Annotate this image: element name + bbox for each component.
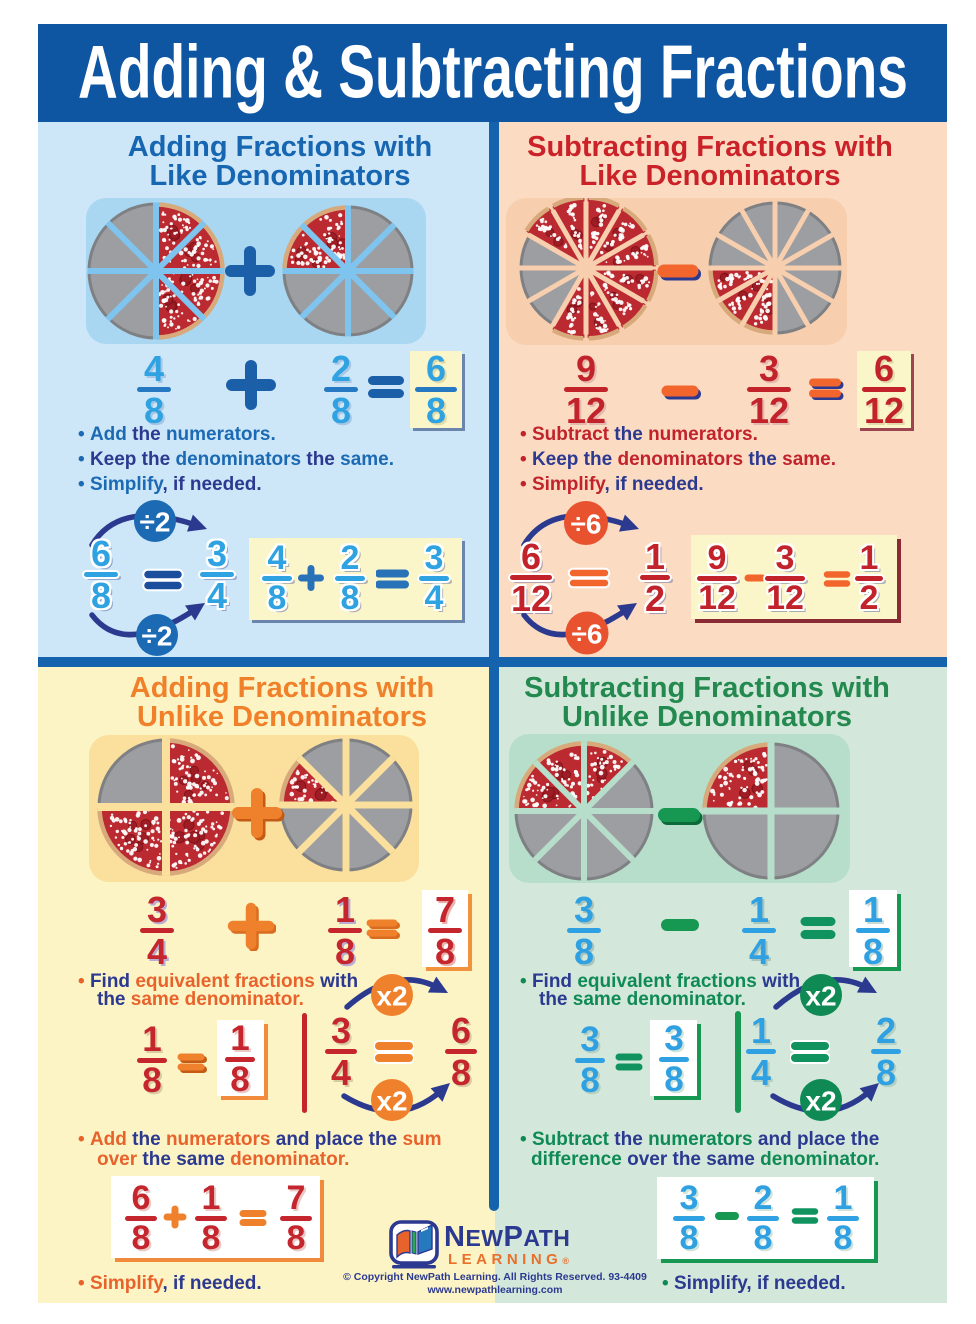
svg-text:x2: x2 <box>805 981 836 1012</box>
svg-text:÷6: ÷6 <box>572 619 603 650</box>
svg-text:÷2: ÷2 <box>142 621 173 652</box>
svg-text:x2: x2 <box>376 1086 407 1117</box>
svg-text:x2: x2 <box>376 981 407 1012</box>
svg-text:÷2: ÷2 <box>140 507 171 538</box>
svg-text:x2: x2 <box>805 1086 836 1117</box>
svg-text:÷6: ÷6 <box>571 509 602 540</box>
